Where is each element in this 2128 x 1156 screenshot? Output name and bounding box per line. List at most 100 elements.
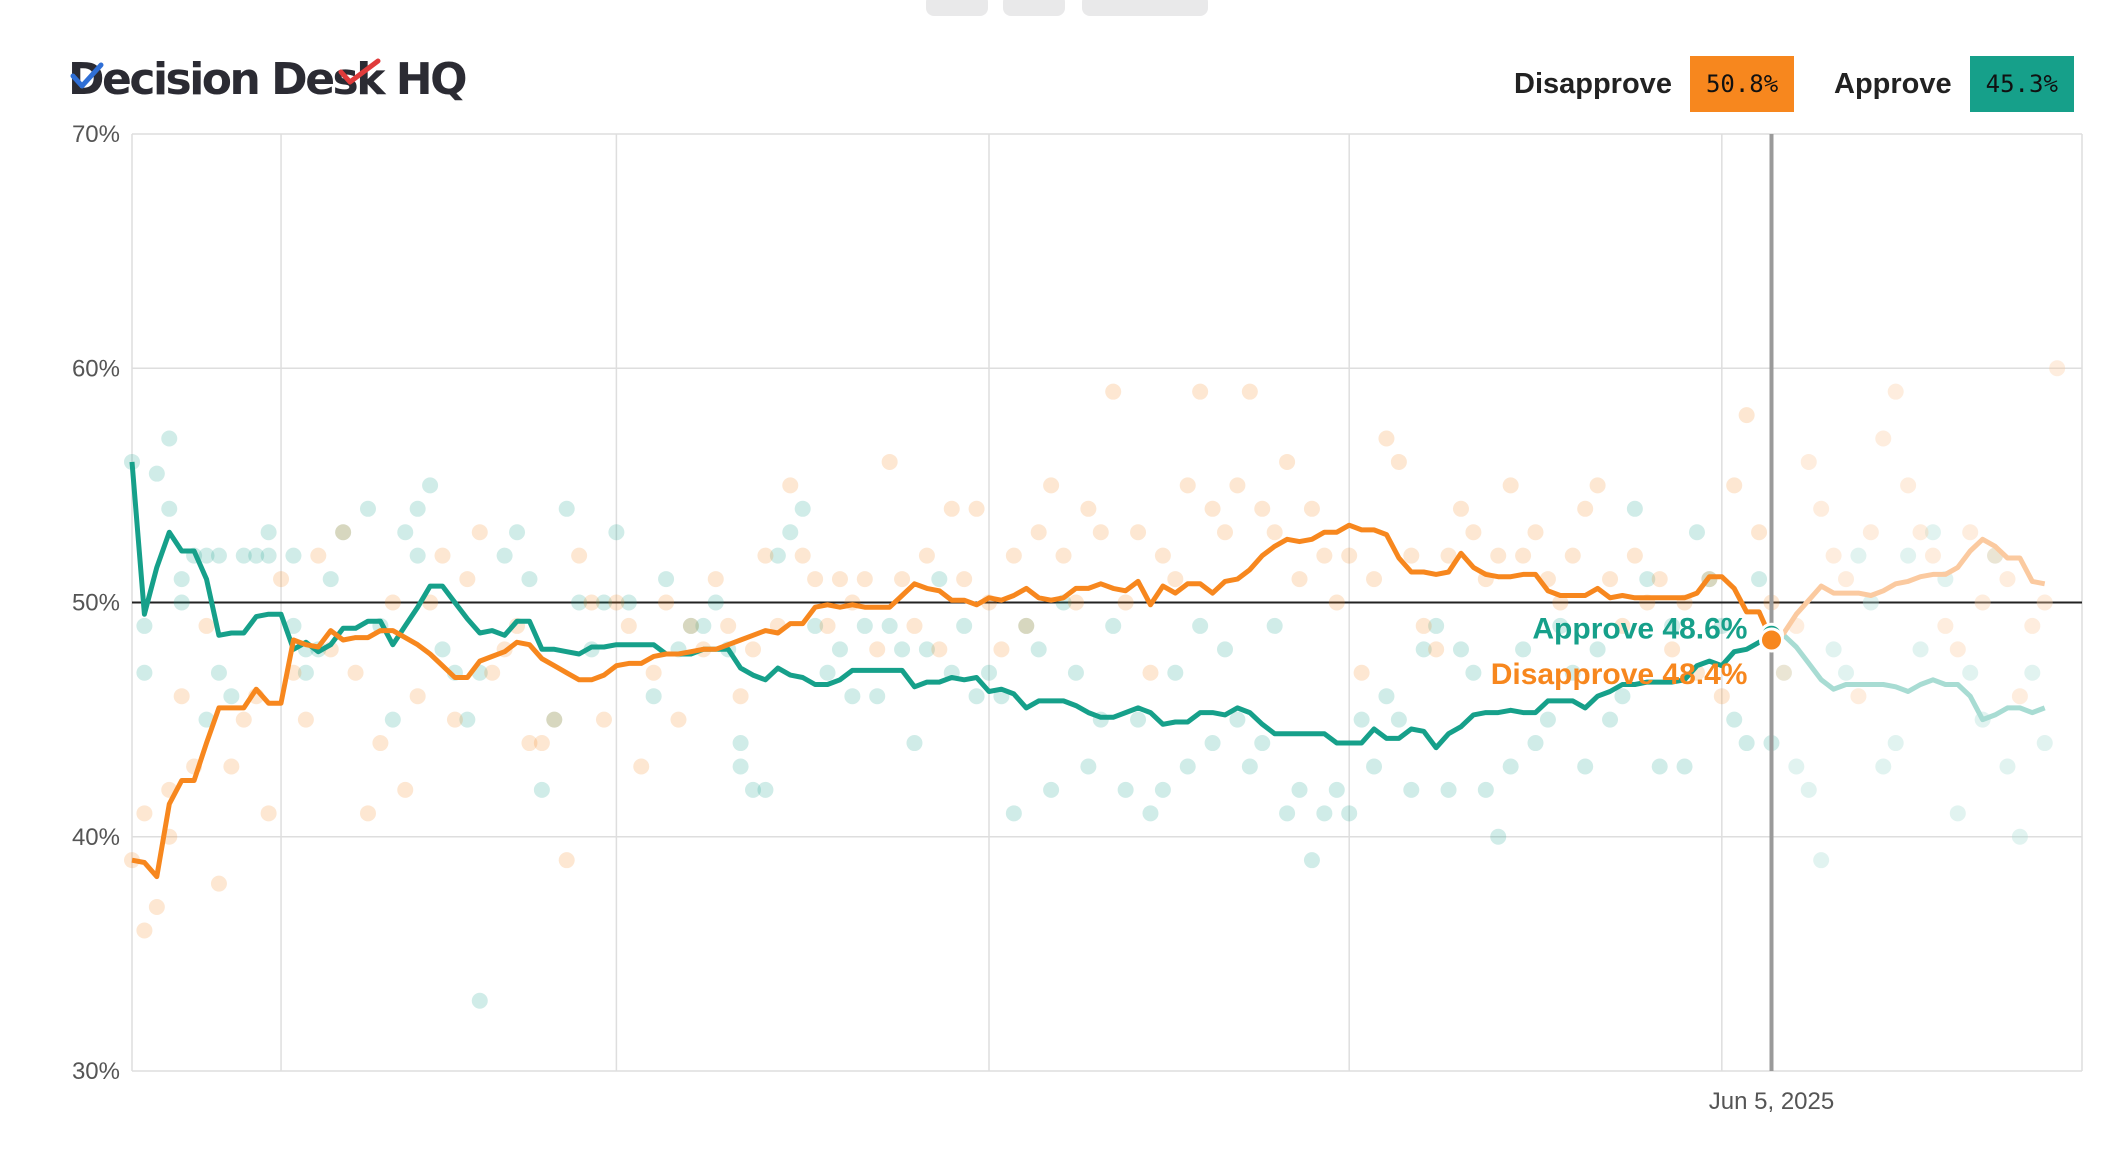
poll-dot xyxy=(794,500,811,517)
poll-dot xyxy=(409,500,426,517)
poll-dot xyxy=(124,852,140,869)
poll-dot xyxy=(161,500,178,517)
poll-dot xyxy=(1154,547,1171,564)
poll-dot xyxy=(335,524,352,541)
approve-trend-line xyxy=(129,461,1773,751)
poll-dot xyxy=(1415,617,1432,634)
poll-dot xyxy=(1862,594,1879,611)
poll-dot xyxy=(1452,500,1469,517)
poll-dot xyxy=(931,571,948,588)
poll-dot xyxy=(434,547,451,564)
poll-dot xyxy=(707,571,724,588)
poll-dot xyxy=(273,571,290,588)
poll-dot xyxy=(732,735,749,752)
poll-dot xyxy=(1862,524,1879,541)
poll-dot xyxy=(1589,477,1606,494)
poll-dot xyxy=(595,594,612,611)
poll-dot xyxy=(223,758,240,775)
poll-dot xyxy=(297,664,314,681)
poll-dot xyxy=(1838,664,1855,681)
poll-dot xyxy=(1515,547,1532,564)
poll-dot xyxy=(682,617,699,634)
poll-dot xyxy=(1539,711,1556,728)
poll-dot xyxy=(136,664,153,681)
y-tick-label: 50% xyxy=(72,590,120,617)
poll-dot xyxy=(1577,500,1594,517)
poll-dot xyxy=(397,781,414,798)
poll-dot xyxy=(546,711,563,728)
approve-trend-line-future xyxy=(1771,632,2046,723)
poll-dot xyxy=(844,688,861,705)
poll-dot xyxy=(633,758,650,775)
poll-dot xyxy=(173,571,190,588)
poll-dot xyxy=(1403,547,1420,564)
toolbar-button-2[interactable] xyxy=(1003,0,1065,16)
poll-dot xyxy=(1738,407,1755,424)
poll-dot xyxy=(459,571,476,588)
poll-dot xyxy=(1614,688,1631,705)
poll-dot xyxy=(1043,477,1060,494)
poll-dot xyxy=(906,617,923,634)
poll-dot xyxy=(1999,758,2016,775)
poll-dot xyxy=(807,617,824,634)
poll-dot xyxy=(1030,641,1047,658)
poll-dot xyxy=(1440,781,1457,798)
poll-dot xyxy=(1378,430,1395,447)
poll-dot xyxy=(1949,641,1966,658)
poll-dot xyxy=(1291,781,1308,798)
toolbar-button-3[interactable] xyxy=(1082,0,1208,16)
poll-dot xyxy=(1192,617,1209,634)
poll-dot xyxy=(1800,453,1817,470)
poll-dot xyxy=(571,547,588,564)
poll-dot xyxy=(745,641,762,658)
poll-dot xyxy=(1813,500,1830,517)
poll-dot xyxy=(881,453,898,470)
poll-dot xyxy=(372,735,389,752)
poll-dot xyxy=(1279,805,1296,822)
poll-dot xyxy=(856,571,873,588)
poll-dot xyxy=(1328,781,1345,798)
y-tick-label: 70% xyxy=(72,121,120,148)
poll-dot xyxy=(1825,547,1842,564)
poll-dot xyxy=(918,641,935,658)
poll-dot xyxy=(1490,547,1507,564)
hover-disapprove-marker xyxy=(1758,627,1784,653)
poll-dot xyxy=(1241,383,1258,400)
poll-dot xyxy=(1887,383,1904,400)
poll-dot xyxy=(1452,641,1469,658)
poll-dot xyxy=(1043,781,1060,798)
poll-dot xyxy=(1117,781,1134,798)
poll-dot xyxy=(2036,594,2053,611)
poll-dot xyxy=(335,524,352,541)
poll-dot xyxy=(1974,594,1991,611)
toolbar-button-1[interactable] xyxy=(926,0,988,16)
poll-dot xyxy=(1130,711,1147,728)
poll-dot xyxy=(918,547,935,564)
poll-dot xyxy=(1875,758,1892,775)
poll-dot xyxy=(1353,711,1370,728)
poll-dot xyxy=(310,547,327,564)
poll-dot xyxy=(670,711,687,728)
poll-dot xyxy=(533,781,550,798)
poll-dot xyxy=(1229,477,1246,494)
poll-dot xyxy=(1477,781,1494,798)
poll-dot xyxy=(496,547,513,564)
poll-dot xyxy=(1254,500,1271,517)
poll-dot xyxy=(856,617,873,634)
poll-dot xyxy=(1775,664,1792,681)
poll-dot xyxy=(1564,547,1581,564)
poll-dot xyxy=(397,524,414,541)
poll-dot xyxy=(1390,711,1407,728)
poll-dot xyxy=(2024,617,2041,634)
poll-dot xyxy=(1142,805,1159,822)
poll-dot xyxy=(1353,664,1370,681)
legend-approve-label: Approve xyxy=(1834,67,1952,100)
poll-dot xyxy=(1825,641,1842,658)
poll-dot xyxy=(210,664,227,681)
poll-dot xyxy=(1428,641,1445,658)
poll-dot xyxy=(1751,524,1768,541)
poll-dot xyxy=(210,547,227,564)
poll-dot xyxy=(1751,571,1768,588)
poll-dot xyxy=(881,617,898,634)
